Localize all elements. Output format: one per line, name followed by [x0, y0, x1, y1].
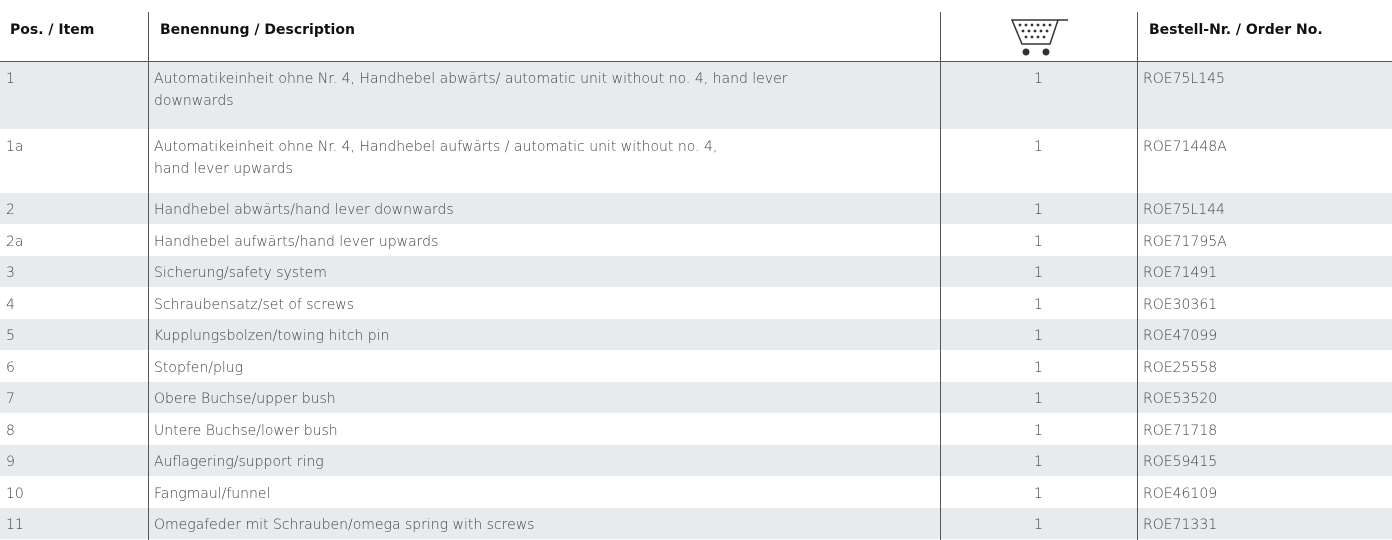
quantity-cell: 1 [1034, 296, 1043, 313]
quantity-cell: 1 [1034, 485, 1043, 502]
pos-cell: 10 [6, 485, 24, 502]
order-no-cell: ROE25558 [1143, 359, 1218, 376]
description-line: downwards [154, 93, 234, 109]
table-row: 10 Fangmaul/funnel 1 ROE46109 [0, 477, 1392, 508]
description-cell: Automatikeinheit ohne Nr. 4, Handhebel a… [148, 130, 940, 180]
pos-cell: 1 [6, 71, 15, 87]
quantity-cell: 1 [1034, 517, 1043, 533]
table-row: 6 Stopfen/plug 1 ROE25558 [0, 351, 1392, 382]
table-row: 8 Untere Buchse/lower bush 1 ROE71718 [0, 414, 1392, 445]
quantity-cell: 1 [1034, 202, 1043, 218]
table-row: 5 Kupplungsbolzen/towing hitch pin 1 ROE470… [0, 319, 1392, 351]
order-no-cell: ROE71491 [1143, 265, 1218, 281]
description-line: hand lever upwards [154, 161, 293, 177]
order-no-cell: ROE53520 [1143, 391, 1218, 407]
cart-icon [1010, 19, 1068, 56]
pos-cell: 2 [6, 202, 15, 218]
column-divider [1137, 12, 1138, 540]
description-line: Kupplungsbolzen/towing hitch pin [154, 328, 390, 344]
description-line: Schraubensatz/set of screws [154, 296, 355, 313]
description-cell: Automatikeinheit ohne Nr. 4, Handhebel a… [148, 62, 940, 112]
order-no-cell: ROE47099 [1143, 328, 1218, 344]
table-row: 11 Omegafeder mit Schrauben/omega spring … [0, 508, 1392, 540]
pos-cell: 8 [6, 422, 15, 439]
pos-cell: 2a [6, 233, 24, 250]
table-row: 2a Handhebel aufwärts/hand lever upwards 1… [0, 225, 1392, 256]
order-no-cell: ROE71795A [1143, 233, 1227, 250]
description-line: Handhebel aufwärts/hand lever upwards [154, 233, 439, 250]
description-line: Handhebel abwärts/hand lever downwards [154, 202, 454, 218]
quantity-cell: 1 [1034, 71, 1043, 87]
table-row: 1a Automatikeinheit ohne Nr. 4, Handhebel… [0, 130, 1392, 193]
pos-cell: 3 [6, 265, 15, 281]
description-cell: Untere Buchse/lower bush [148, 414, 940, 442]
pos-cell: 7 [6, 391, 15, 407]
header-description: Benennung / Description [160, 22, 355, 38]
quantity-cell: 1 [1034, 265, 1043, 281]
table-row: 7 Obere Buchse/upper bush 1 ROE53520 [0, 382, 1392, 414]
quantity-cell: 1 [1034, 391, 1043, 407]
description-line: Automatikeinheit ohne Nr. 4, Handhebel a… [154, 71, 788, 87]
pos-cell: 6 [6, 359, 15, 376]
column-divider [940, 12, 941, 540]
description-cell: Handhebel abwärts/hand lever downwards [148, 193, 940, 221]
description-cell: Omegafeder mit Schrauben/omega spring wi… [148, 508, 940, 536]
description-cell: Sicherung/safety system [148, 256, 940, 284]
description-line: Obere Buchse/upper bush [154, 391, 336, 407]
quantity-cell: 1 [1034, 359, 1043, 376]
description-cell: Handhebel aufwärts/hand lever upwards [148, 225, 940, 253]
description-cell: Kupplungsbolzen/towing hitch pin [148, 319, 940, 347]
order-no-cell: ROE71331 [1143, 517, 1218, 533]
description-line: Stopfen/plug [154, 359, 244, 376]
description-cell: Obere Buchse/upper bush [148, 382, 940, 410]
quantity-cell: 1 [1034, 422, 1043, 439]
column-divider [148, 12, 149, 540]
description-cell: Stopfen/plug [148, 351, 940, 379]
description-line: Untere Buchse/lower bush [154, 422, 338, 439]
pos-cell: 9 [6, 454, 15, 470]
table-row: 3 Sicherung/safety system 1 ROE71491 [0, 256, 1392, 288]
table-row: 2 Handhebel abwärts/hand lever downwards 1… [0, 193, 1392, 225]
pos-cell: 11 [6, 517, 24, 533]
quantity-cell: 1 [1034, 139, 1043, 155]
description-line: Omegafeder mit Schrauben/omega spring wi… [154, 517, 535, 533]
table-row: 9 Auflagering/support ring 1 ROE59415 [0, 445, 1392, 477]
pos-cell: 4 [6, 296, 15, 313]
quantity-cell: 1 [1034, 454, 1043, 470]
quantity-cell: 1 [1034, 233, 1043, 250]
order-no-cell: ROE71448A [1143, 139, 1227, 155]
table-row: 1 Automatikeinheit ohne Nr. 4, Handhebel … [0, 62, 1392, 130]
description-line: Automatikeinheit ohne Nr. 4, Handhebel a… [154, 139, 718, 155]
order-no-cell: ROE30361 [1143, 296, 1218, 313]
header-pos: Pos. / Item [10, 22, 95, 38]
description-cell: Fangmaul/funnel [148, 477, 940, 505]
pos-cell: 1a [6, 139, 24, 155]
description-cell: Schraubensatz/set of screws [148, 288, 940, 316]
header-rule [0, 61, 1392, 62]
description-line: Fangmaul/funnel [154, 485, 271, 502]
description-line: Auflagering/support ring [154, 454, 324, 470]
header-order-no: Bestell-Nr. / Order No. [1149, 22, 1323, 38]
description-cell: Auflagering/support ring [148, 445, 940, 473]
order-no-cell: ROE71718 [1143, 422, 1218, 439]
quantity-cell: 1 [1034, 328, 1043, 344]
table-row: 4 Schraubensatz/set of screws 1 ROE30361 [0, 288, 1392, 319]
pos-cell: 5 [6, 328, 15, 344]
order-no-cell: ROE46109 [1143, 485, 1218, 502]
order-no-cell: ROE75L144 [1143, 202, 1225, 218]
order-no-cell: ROE59415 [1143, 454, 1218, 470]
description-line: Sicherung/safety system [154, 265, 327, 281]
order-no-cell: ROE75L145 [1143, 71, 1225, 87]
